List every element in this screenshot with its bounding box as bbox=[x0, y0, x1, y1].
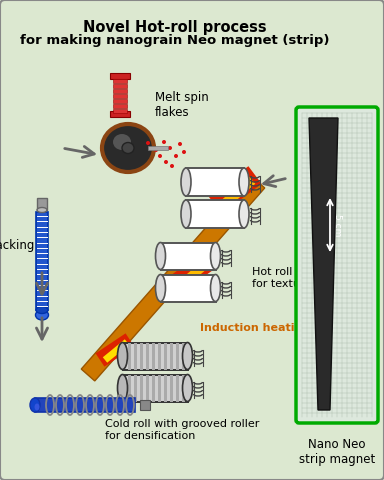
FancyBboxPatch shape bbox=[296, 107, 378, 423]
Bar bbox=[146, 374, 149, 401]
Ellipse shape bbox=[181, 168, 191, 196]
Ellipse shape bbox=[36, 307, 48, 313]
Bar bbox=[139, 343, 142, 370]
Ellipse shape bbox=[122, 143, 134, 154]
Bar bbox=[122, 374, 187, 401]
Bar bbox=[113, 104, 127, 108]
Circle shape bbox=[170, 164, 174, 168]
Polygon shape bbox=[217, 176, 255, 212]
Ellipse shape bbox=[102, 124, 154, 172]
Polygon shape bbox=[81, 176, 265, 381]
Bar bbox=[161, 275, 215, 301]
Bar bbox=[164, 343, 167, 370]
Ellipse shape bbox=[210, 275, 220, 301]
Ellipse shape bbox=[156, 242, 166, 269]
Bar bbox=[36, 212, 48, 310]
Text: Novel Hot-roll process: Novel Hot-roll process bbox=[83, 20, 267, 35]
Ellipse shape bbox=[37, 207, 47, 213]
Polygon shape bbox=[103, 339, 129, 363]
Bar bbox=[110, 111, 130, 117]
Polygon shape bbox=[96, 333, 134, 367]
Circle shape bbox=[154, 148, 158, 152]
Bar bbox=[182, 343, 184, 370]
Bar bbox=[175, 343, 179, 370]
Bar bbox=[113, 79, 127, 83]
Text: 5 cm: 5 cm bbox=[333, 214, 342, 236]
Text: Induction heating: Induction heating bbox=[200, 323, 310, 333]
Polygon shape bbox=[164, 252, 216, 296]
Bar bbox=[134, 374, 136, 401]
Ellipse shape bbox=[113, 134, 131, 150]
Circle shape bbox=[158, 154, 162, 158]
Ellipse shape bbox=[181, 200, 191, 228]
Bar bbox=[127, 374, 131, 401]
Bar bbox=[157, 374, 161, 401]
Bar bbox=[110, 73, 130, 79]
Bar bbox=[169, 343, 172, 370]
Circle shape bbox=[168, 146, 172, 150]
Circle shape bbox=[162, 140, 166, 144]
Bar bbox=[113, 94, 127, 98]
Bar bbox=[113, 109, 127, 113]
Bar bbox=[186, 168, 244, 196]
Text: Packing: Packing bbox=[0, 240, 35, 252]
Circle shape bbox=[146, 141, 150, 145]
Bar bbox=[186, 200, 244, 228]
Bar bbox=[175, 374, 179, 401]
Bar bbox=[127, 343, 131, 370]
Bar bbox=[152, 343, 154, 370]
Bar bbox=[169, 374, 172, 401]
Ellipse shape bbox=[35, 404, 40, 410]
Ellipse shape bbox=[182, 374, 192, 401]
Text: Nano Neo
strip magnet: Nano Neo strip magnet bbox=[299, 438, 375, 466]
Bar bbox=[157, 343, 161, 370]
Circle shape bbox=[174, 154, 178, 158]
Text: Melt spin
flakes: Melt spin flakes bbox=[155, 91, 209, 119]
Ellipse shape bbox=[239, 168, 249, 196]
Ellipse shape bbox=[30, 398, 40, 412]
Bar bbox=[122, 343, 187, 370]
Text: for making nanograin Neo magnet (strip): for making nanograin Neo magnet (strip) bbox=[20, 34, 330, 47]
Ellipse shape bbox=[239, 200, 249, 228]
Ellipse shape bbox=[210, 242, 220, 269]
Polygon shape bbox=[172, 260, 210, 293]
Circle shape bbox=[164, 160, 168, 164]
Bar bbox=[113, 84, 127, 88]
Bar bbox=[37, 198, 47, 210]
Text: Hot roll with flat roller
for texture: Hot roll with flat roller for texture bbox=[252, 267, 374, 289]
Bar bbox=[113, 99, 127, 103]
Bar bbox=[148, 146, 168, 150]
Bar bbox=[161, 242, 215, 269]
Bar bbox=[134, 343, 136, 370]
Ellipse shape bbox=[118, 343, 127, 370]
Polygon shape bbox=[209, 166, 262, 214]
Bar bbox=[139, 374, 142, 401]
Polygon shape bbox=[309, 118, 338, 410]
Bar bbox=[182, 374, 184, 401]
Text: Cold roll with grooved roller
for densification: Cold roll with grooved roller for densif… bbox=[105, 419, 259, 441]
Ellipse shape bbox=[118, 374, 127, 401]
Bar bbox=[140, 400, 150, 410]
Ellipse shape bbox=[35, 310, 48, 320]
Circle shape bbox=[182, 150, 186, 154]
Ellipse shape bbox=[182, 343, 192, 370]
Bar bbox=[164, 374, 167, 401]
Bar bbox=[146, 343, 149, 370]
Bar bbox=[152, 374, 154, 401]
Bar bbox=[35, 398, 135, 412]
Circle shape bbox=[178, 142, 182, 146]
Bar bbox=[113, 89, 127, 93]
Ellipse shape bbox=[156, 275, 166, 301]
